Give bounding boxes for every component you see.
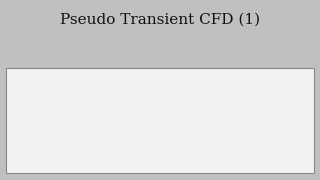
Text: Pseudo Transient CFD (1): Pseudo Transient CFD (1) [60,13,260,27]
Circle shape [52,91,108,147]
Text: $\Delta\,t_2$: $\Delta\,t_2$ [107,124,122,136]
Circle shape [63,102,97,136]
Text: $\Delta\,t_1$: $\Delta\,t_1$ [258,109,272,122]
Text: Time: Time [292,168,311,176]
Circle shape [40,78,120,159]
Text: $\Delta\,t_2$: $\Delta\,t_2$ [244,74,258,87]
Text: $\Delta\,t_1$: $\Delta\,t_1$ [107,138,122,150]
